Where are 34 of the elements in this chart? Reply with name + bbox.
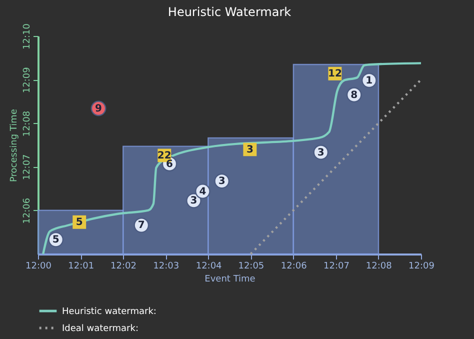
y-tick-label: 12:06 bbox=[22, 198, 32, 224]
x-tick-label: 12:08 bbox=[366, 262, 392, 272]
annotation: 3 bbox=[218, 176, 226, 188]
x-tick-label: 12:05 bbox=[238, 262, 264, 272]
x-tick-label: 12:01 bbox=[68, 262, 94, 272]
x-tick-label: 12:06 bbox=[280, 262, 308, 272]
annotation: 5 bbox=[52, 234, 60, 246]
legend-label: Heuristic watermark: bbox=[62, 307, 156, 317]
y-tick-label: 12:09 bbox=[22, 66, 32, 94]
line-series bbox=[42, 62, 422, 256]
annotation: 3 bbox=[190, 196, 198, 207]
annotation: 3 bbox=[317, 147, 324, 158]
legend-label: Ideal watermark: bbox=[62, 324, 138, 334]
x-tick-label: 12:09 bbox=[408, 262, 435, 272]
annotation: 3 bbox=[246, 144, 254, 156]
y-axis-title: Processing Time bbox=[10, 108, 20, 182]
annotation: 1 bbox=[366, 75, 373, 86]
x-tick-label: 12:07 bbox=[324, 262, 350, 272]
annotation: 8 bbox=[350, 90, 358, 101]
annotation: 7 bbox=[138, 220, 145, 232]
annotation: 4 bbox=[199, 186, 206, 198]
chart-title: Heuristic Watermark bbox=[168, 5, 292, 20]
y-tick-label: 12:07 bbox=[22, 154, 32, 180]
x-tick-label: 12:04 bbox=[196, 262, 222, 272]
annotation: 5 bbox=[76, 217, 83, 228]
annotation: 12 bbox=[328, 68, 342, 80]
x-tick-label: 12:00 bbox=[26, 262, 52, 272]
y-tick-label: 12:08 bbox=[22, 110, 32, 137]
annotation: 9 bbox=[95, 103, 102, 114]
x-axis-title: Event Time bbox=[204, 274, 256, 284]
x-tick-label: 12:02 bbox=[110, 262, 136, 272]
y-tick-label: 12:10 bbox=[22, 23, 32, 50]
x-tick-label: 12:03 bbox=[153, 262, 180, 272]
annotation: 6 bbox=[166, 158, 174, 170]
